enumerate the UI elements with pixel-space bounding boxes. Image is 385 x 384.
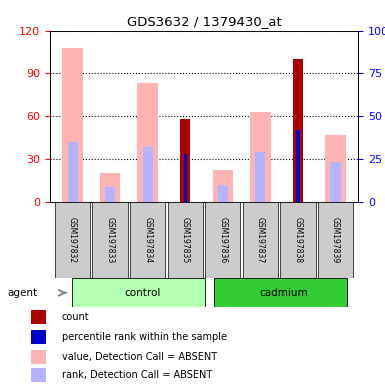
Bar	[31, 330, 46, 344]
Bar	[100, 173, 121, 202]
Bar	[31, 368, 46, 382]
Bar	[243, 202, 278, 278]
Text: cadmium: cadmium	[259, 288, 308, 298]
Text: rank, Detection Call = ABSENT: rank, Detection Call = ABSENT	[62, 370, 212, 380]
Bar	[167, 202, 203, 278]
Text: value, Detection Call = ABSENT: value, Detection Call = ABSENT	[62, 352, 217, 362]
Bar	[280, 202, 316, 278]
Bar	[31, 350, 46, 364]
Text: GSM197832: GSM197832	[68, 217, 77, 263]
Text: percentile rank within the sample: percentile rank within the sample	[62, 332, 227, 342]
Bar	[296, 130, 300, 202]
Bar	[184, 154, 187, 202]
Text: agent: agent	[8, 288, 38, 298]
Bar	[255, 152, 266, 202]
Bar	[137, 83, 158, 202]
Bar	[67, 142, 78, 202]
Text: GSM197837: GSM197837	[256, 217, 265, 263]
Bar	[142, 147, 153, 202]
Bar	[72, 278, 206, 307]
Text: GSM197838: GSM197838	[293, 217, 303, 263]
Bar	[213, 170, 233, 202]
Text: count: count	[62, 312, 89, 322]
Bar	[205, 202, 241, 278]
Bar	[325, 135, 346, 202]
Text: GSM197833: GSM197833	[105, 217, 115, 263]
Bar	[92, 202, 128, 278]
Bar	[293, 59, 303, 202]
Text: GSM197839: GSM197839	[331, 217, 340, 263]
Bar	[218, 185, 228, 202]
Text: GSM197834: GSM197834	[143, 217, 152, 263]
Bar	[31, 310, 46, 324]
Bar	[250, 112, 271, 202]
Bar	[105, 187, 115, 202]
Bar	[180, 119, 190, 202]
Text: GSM197835: GSM197835	[181, 217, 190, 263]
Bar	[62, 48, 83, 202]
Bar	[330, 162, 341, 202]
Bar	[55, 202, 90, 278]
Title: GDS3632 / 1379430_at: GDS3632 / 1379430_at	[127, 15, 281, 28]
Text: GSM197836: GSM197836	[218, 217, 227, 263]
Bar	[318, 202, 353, 278]
Text: control: control	[124, 288, 160, 298]
Bar	[214, 278, 347, 307]
Bar	[130, 202, 166, 278]
